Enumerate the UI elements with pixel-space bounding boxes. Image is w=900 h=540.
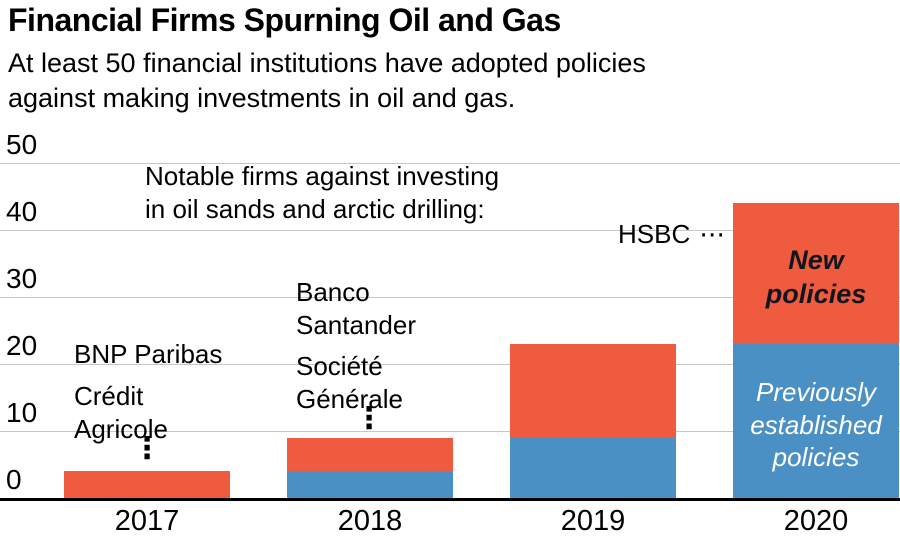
- annotation-firm-hsbc: HSBC ⋯: [618, 218, 725, 251]
- horizontal-ellipsis-hsbc: ⋯: [699, 219, 726, 249]
- subtitle-line-1: At least 50 financial institutions have …: [8, 48, 646, 78]
- x-tick-label-2020: 2020: [783, 505, 849, 537]
- gridline-20: [0, 364, 900, 365]
- annotation-firm-bnp-paribas: BNP Paribas: [74, 339, 223, 369]
- y-tick-label-30: 30: [6, 263, 38, 294]
- bar-2019-previously-established: [510, 437, 676, 498]
- y-tick-label-50: 50: [6, 129, 38, 160]
- annotation-note-line-2: in oil sands and arctic drilling:: [145, 194, 485, 225]
- y-tick-label-10: 10: [6, 397, 38, 428]
- x-tick-label-2019: 2019: [560, 505, 626, 537]
- vertical-ellipsis-2017: ⋮: [132, 432, 162, 465]
- x-axis-baseline: [0, 498, 900, 501]
- bar-2018-new-policies: [287, 437, 453, 472]
- y-tick-label-40: 40: [6, 196, 38, 227]
- annotation-firm-hsbc-label: HSBC: [618, 219, 691, 249]
- subtitle: At least 50 financial institutions have …: [8, 46, 646, 116]
- annotation-note-line-1: Notable firms against investing: [145, 161, 500, 191]
- subtitle-line-2: against making investments in oil and ga…: [8, 83, 516, 114]
- gridline-10: [0, 431, 900, 432]
- bar-2020-new-policies: [733, 203, 899, 344]
- page-title: Financial Firms Spurning Oil and Gas: [8, 2, 561, 38]
- bar-2019-new-policies: [510, 343, 676, 438]
- bar-2020-previously-established: [733, 343, 899, 498]
- gridline-50: [0, 163, 900, 164]
- annotation-firm-credit-agricole: Crédit Agricole: [74, 381, 168, 445]
- legend-new-policies: New policies: [765, 245, 867, 309]
- annotation-firm-societe-generale: Société Générale: [296, 351, 403, 415]
- bar-2017-new-policies: [64, 471, 230, 498]
- x-tick-label-2017: 2017: [114, 505, 180, 537]
- gridline-30: [0, 297, 900, 298]
- bar-2018-previously-established: [287, 471, 453, 498]
- gridline-40: [0, 230, 900, 231]
- x-tick-label-2018: 2018: [337, 505, 403, 537]
- legend-previously-established-policies: Previously established policies: [750, 377, 882, 472]
- vertical-ellipsis-2018: ⋮: [354, 402, 384, 435]
- annotation-firm-banco-santander: Banco Santander: [296, 277, 416, 341]
- y-tick-label-0: 0: [6, 464, 22, 495]
- annotation-note: Notable firms against investing in oil s…: [145, 160, 499, 227]
- y-tick-label-20: 20: [6, 330, 38, 361]
